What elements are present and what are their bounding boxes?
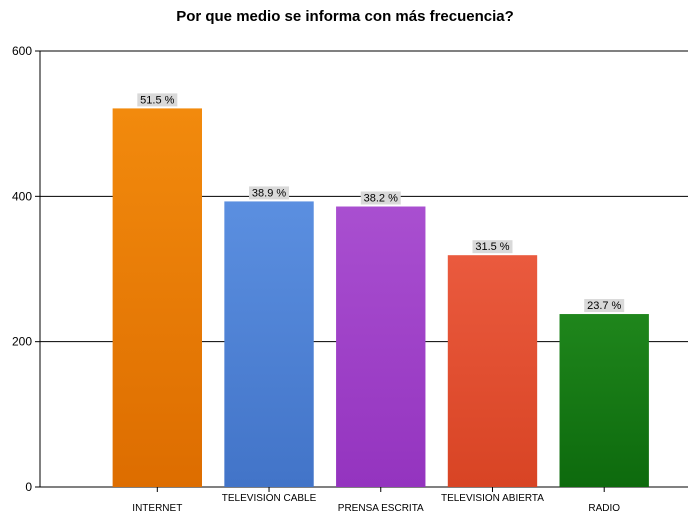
data-label: 51.5 %: [140, 94, 174, 106]
data-label: 38.2 %: [364, 193, 398, 205]
x-tick-label: TELEVISION ABIERTA: [441, 493, 544, 504]
data-label-box: [472, 240, 513, 254]
data-label-box: [584, 299, 625, 313]
bars: [112, 108, 649, 488]
y-tick-label: 200: [12, 335, 32, 349]
bar-radio: [559, 314, 649, 487]
bar-prensa-escrita: [336, 206, 426, 488]
y-tick-label: 400: [12, 189, 32, 203]
data-label-box: [137, 93, 178, 107]
y-tick-label: 600: [12, 44, 32, 58]
y-tick-labels: 0 200 400 600: [12, 44, 32, 494]
y-tick-label: 0: [25, 480, 32, 494]
data-label: 38.9 %: [252, 187, 286, 199]
data-label-box: [360, 191, 401, 205]
x-tick-label: TELEVISION CABLE: [222, 493, 317, 504]
bar-television-abierta: [447, 255, 538, 487]
data-label: 31.5 %: [475, 241, 509, 253]
x-tick-labels: INTERNET TELEVISION CABLE PRENSA ESCRITA TE…: [132, 493, 620, 514]
x-tick-label: INTERNET: [132, 503, 182, 514]
chart-title: Por que medio se informa con más frecuen…: [176, 8, 514, 25]
bar-internet: [112, 108, 202, 487]
data-label: 23.7 %: [587, 300, 621, 312]
bar-television-cable: [224, 201, 314, 488]
x-tick-label: RADIO: [588, 503, 620, 514]
data-labels: 51.5 % 38.9 % 38.2 % 31.5 % 23.7 %: [137, 93, 625, 313]
x-tick-label: PRENSA ESCRITA: [338, 503, 424, 514]
data-label-box: [249, 186, 290, 200]
